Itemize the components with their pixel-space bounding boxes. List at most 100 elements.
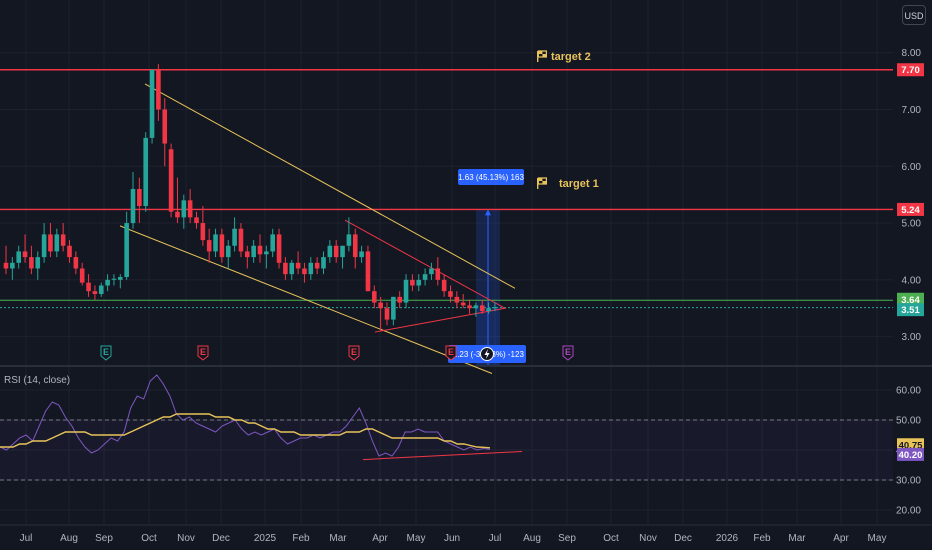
currency-button[interactable]: USD xyxy=(902,5,926,25)
earnings-marker-shape xyxy=(348,345,360,361)
candle xyxy=(251,240,256,263)
time-tick-label: Oct xyxy=(141,533,157,544)
candle-body xyxy=(149,69,155,138)
price-level-tag: 3.51 xyxy=(897,303,924,317)
candle xyxy=(156,64,161,121)
rsi-ma-line xyxy=(0,413,491,449)
candle-body xyxy=(10,262,15,269)
candle-body xyxy=(403,279,409,303)
rsi-tick-label: 60.00 xyxy=(896,386,921,397)
candle xyxy=(86,274,91,297)
rsi-band xyxy=(0,420,893,480)
candle xyxy=(29,245,34,275)
trend-lines xyxy=(119,83,516,374)
candle xyxy=(441,274,447,297)
candle-body xyxy=(492,307,498,309)
time-tick-label: Sep xyxy=(95,533,113,544)
axis-tag-text: 40.20 xyxy=(899,450,923,461)
time-tick-label: Apr xyxy=(833,533,849,544)
candle xyxy=(302,262,307,283)
candle-body xyxy=(473,305,479,309)
candle xyxy=(10,257,15,280)
time-tick-label: May xyxy=(407,533,426,544)
time-tick-label: Feb xyxy=(292,533,310,544)
earnings-event-marker: E xyxy=(348,345,360,361)
candle xyxy=(48,223,53,258)
candle xyxy=(365,245,371,292)
candle-body xyxy=(422,274,428,280)
price-tick-label: 3.00 xyxy=(902,332,922,343)
candle-body xyxy=(22,251,28,258)
candle-body xyxy=(270,234,275,252)
candle-body xyxy=(460,302,466,306)
candle-body xyxy=(54,234,60,252)
candles xyxy=(3,64,498,331)
price-level-tag: 7.70 xyxy=(897,63,924,76)
candle-body xyxy=(410,279,415,286)
candle-body xyxy=(29,257,34,269)
candle-body xyxy=(130,188,136,224)
candle-body xyxy=(225,245,231,258)
candle xyxy=(137,177,142,224)
candle-body xyxy=(238,228,244,252)
earnings-event-marker: E xyxy=(100,345,112,361)
flag-check xyxy=(538,178,543,181)
candle-body xyxy=(105,279,110,286)
time-tick-label: Apr xyxy=(372,533,388,544)
candle xyxy=(359,245,364,263)
candle xyxy=(289,259,295,280)
earnings-event-marker: E xyxy=(562,345,574,361)
candle-body xyxy=(35,257,41,269)
candle xyxy=(92,285,98,300)
time-tick-label: Jul xyxy=(20,533,33,544)
candle xyxy=(340,245,345,269)
candle xyxy=(391,296,396,326)
earnings-marker-shape xyxy=(562,345,574,361)
time-tick-label: Dec xyxy=(212,533,230,544)
candle-body xyxy=(479,305,485,312)
measure-up-label-bg xyxy=(458,169,524,185)
time-tick-label: 2025 xyxy=(254,533,277,544)
candle-body xyxy=(181,200,187,218)
rsi-tick-label: 20.00 xyxy=(896,506,921,517)
candle-body xyxy=(79,268,85,283)
axis-tag-bg xyxy=(897,303,924,317)
candle-body xyxy=(92,291,98,295)
candle-body xyxy=(86,282,91,292)
flag-icon xyxy=(537,177,547,189)
candle-body xyxy=(67,245,72,258)
candle-body xyxy=(333,245,339,258)
candle-body xyxy=(168,149,174,212)
candle xyxy=(124,211,129,280)
candle xyxy=(181,194,187,229)
candle xyxy=(308,257,314,280)
axis-tag-text: 3.51 xyxy=(901,305,920,316)
candle-body xyxy=(73,257,79,269)
horizontal-levels xyxy=(0,69,893,309)
candle xyxy=(200,206,206,246)
candle-body xyxy=(486,308,491,312)
candle xyxy=(130,171,136,229)
candle-body xyxy=(264,251,269,255)
candle-body xyxy=(200,223,206,241)
candle-body xyxy=(429,268,434,275)
candle-body xyxy=(118,276,123,280)
candle-body xyxy=(283,262,288,275)
candle xyxy=(346,217,352,252)
candle xyxy=(60,223,66,252)
price-tick-label: 4.00 xyxy=(902,275,922,286)
candle-body xyxy=(321,257,326,269)
candle xyxy=(105,274,110,292)
axis-tag-bg xyxy=(897,63,924,77)
candle xyxy=(54,228,60,258)
flag-check xyxy=(542,54,547,57)
candle xyxy=(257,234,263,263)
candle-body xyxy=(232,228,237,246)
measure-up-label: 1.63 (45.13%) 163 xyxy=(458,173,524,182)
candle-body xyxy=(448,291,453,297)
candle-body xyxy=(251,245,256,258)
earnings-marker-text: E xyxy=(351,347,357,357)
candle xyxy=(168,143,174,218)
candle xyxy=(206,228,212,263)
